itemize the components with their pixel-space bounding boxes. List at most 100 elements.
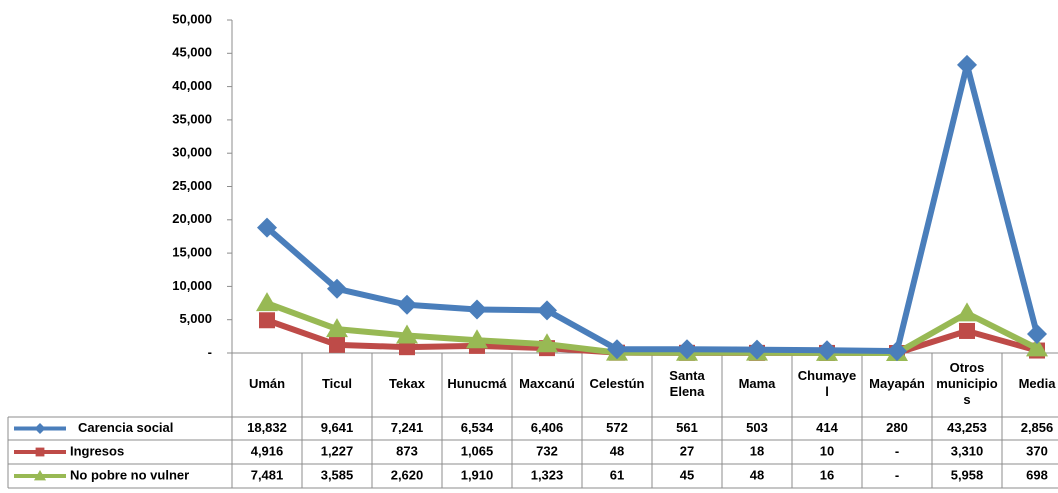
line bbox=[265, 61, 1040, 355]
table-value: 6,406 bbox=[531, 420, 564, 435]
point bbox=[817, 340, 837, 361]
table-value: 27 bbox=[680, 443, 694, 458]
point bbox=[35, 447, 45, 457]
table-value: 9,641 bbox=[321, 420, 354, 435]
x-tick-label: Tekax bbox=[389, 376, 426, 391]
x-tick-label-line: municipio bbox=[936, 376, 997, 391]
y-tick-label: 20,000 bbox=[172, 211, 212, 226]
y-tick-label: 35,000 bbox=[172, 111, 212, 126]
x-tick-label: Celestún bbox=[590, 376, 645, 391]
table-value: 698 bbox=[1026, 467, 1048, 482]
table-value: 43,253 bbox=[947, 420, 987, 435]
x-tick-label: Mayapán bbox=[869, 376, 925, 391]
x-tick-label: Maxcanú bbox=[519, 376, 575, 391]
x-tick-label-line: s bbox=[963, 392, 970, 407]
point bbox=[959, 322, 975, 339]
table-value: 1,227 bbox=[321, 443, 354, 458]
x-tick-label-line: l bbox=[825, 384, 829, 399]
table-value: 370 bbox=[1026, 443, 1048, 458]
point bbox=[537, 300, 557, 321]
point bbox=[466, 329, 488, 349]
y-tick-label: - bbox=[208, 344, 212, 359]
x-tick-label-line: Celestún bbox=[590, 376, 645, 391]
table-value: 5,958 bbox=[951, 467, 984, 482]
point bbox=[34, 423, 46, 434]
legend-label: Carencia social bbox=[78, 420, 173, 435]
x-tick-label-line: Hunucmá bbox=[447, 376, 507, 391]
point bbox=[33, 469, 47, 481]
point bbox=[397, 294, 417, 315]
table-value: 3,585 bbox=[321, 467, 354, 482]
table-value: 48 bbox=[750, 467, 764, 482]
x-tick-label: Umán bbox=[249, 376, 285, 391]
table-value: 48 bbox=[610, 443, 624, 458]
x-tick-label: Chumaye l bbox=[798, 368, 857, 399]
point bbox=[677, 339, 697, 360]
y-tick-label: 15,000 bbox=[172, 245, 212, 260]
y-tick-label: 30,000 bbox=[172, 145, 212, 160]
x-tick-label-line: Otros bbox=[950, 360, 985, 375]
point bbox=[329, 336, 345, 353]
point bbox=[747, 339, 767, 360]
table-value: 18 bbox=[750, 443, 764, 458]
point bbox=[259, 312, 275, 329]
point bbox=[1027, 323, 1047, 344]
table-value: 10 bbox=[820, 443, 834, 458]
table-value: 414 bbox=[816, 420, 838, 435]
table-value: 18,832 bbox=[247, 420, 287, 435]
table-value: 4,916 bbox=[251, 443, 284, 458]
x-tick-label-line: Santa bbox=[669, 368, 705, 383]
point bbox=[956, 302, 978, 322]
y-tick-label: 50,000 bbox=[172, 11, 212, 26]
table-value: - bbox=[895, 467, 899, 482]
x-tick-label: Mama bbox=[739, 376, 777, 391]
x-tick-label-line: Umán bbox=[249, 376, 285, 391]
point bbox=[396, 324, 418, 344]
table-value: 16 bbox=[820, 467, 834, 482]
x-tick-label: Otros municipio s bbox=[936, 360, 997, 407]
table-value: 1,065 bbox=[461, 443, 494, 458]
point bbox=[257, 217, 277, 238]
y-tick-label: 25,000 bbox=[172, 178, 212, 193]
table-value: 561 bbox=[676, 420, 698, 435]
table-value: 7,481 bbox=[251, 467, 284, 482]
x-tick-label-line: Chumaye bbox=[798, 368, 857, 383]
point bbox=[326, 318, 348, 338]
legend-label: Ingresos bbox=[70, 443, 124, 458]
table-value: - bbox=[895, 443, 899, 458]
table-value: 45 bbox=[680, 467, 694, 482]
table-value: 7,241 bbox=[391, 420, 424, 435]
table-value: 6,534 bbox=[461, 420, 494, 435]
x-tick-label-line: Media bbox=[1019, 376, 1057, 391]
point bbox=[887, 341, 907, 362]
x-tick-label: Media bbox=[1019, 376, 1057, 391]
table-value: 873 bbox=[396, 443, 418, 458]
table-value: 572 bbox=[606, 420, 628, 435]
point bbox=[607, 339, 627, 360]
point bbox=[1026, 337, 1048, 357]
x-tick-label-line: Tekax bbox=[389, 376, 426, 391]
x-tick-label-line: Mama bbox=[739, 376, 777, 391]
y-tick-label: 10,000 bbox=[172, 278, 212, 293]
point bbox=[536, 333, 558, 353]
table-value: 2,856 bbox=[1021, 420, 1054, 435]
y-tick-label: 45,000 bbox=[172, 45, 212, 60]
legend-label: No pobre no vulner bbox=[70, 467, 189, 482]
point bbox=[957, 54, 977, 75]
x-tick-label-line: Elena bbox=[670, 384, 705, 399]
table-value: 1,323 bbox=[531, 467, 564, 482]
x-tick-label-line: Maxcanú bbox=[519, 376, 575, 391]
line bbox=[265, 300, 1039, 356]
x-tick-label-line: Ticul bbox=[322, 376, 352, 391]
table-value: 1,910 bbox=[461, 467, 494, 482]
table-value: 503 bbox=[746, 420, 768, 435]
x-tick-label: Santa Elena bbox=[669, 368, 705, 399]
series bbox=[257, 54, 1047, 362]
table-value: 2,620 bbox=[391, 467, 424, 482]
table-value: 732 bbox=[536, 443, 558, 458]
point bbox=[256, 292, 278, 312]
table-value: 3,310 bbox=[951, 443, 984, 458]
x-tick-label: Hunucmá bbox=[447, 376, 507, 391]
x-tick-label-line: Mayapán bbox=[869, 376, 925, 391]
